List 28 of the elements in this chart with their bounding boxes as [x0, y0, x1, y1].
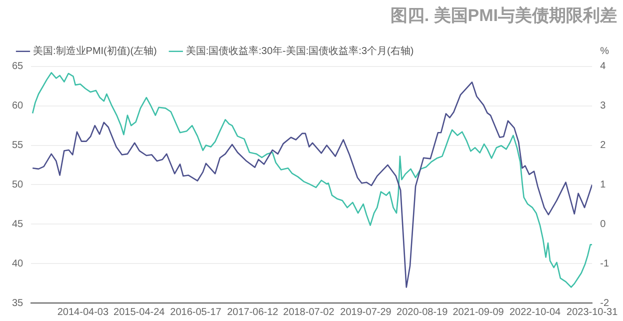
- y2-tick-label: -1: [600, 258, 610, 270]
- y2-tick-label: 2: [600, 140, 606, 152]
- chart-title: 图四. 美国PMI与美债期限利差: [390, 6, 617, 25]
- x-tick-label: 2018-07-02: [283, 306, 335, 318]
- y-tick-label: 40: [12, 258, 24, 270]
- y-tick-label: 50: [12, 179, 24, 190]
- x-tick-label: 2017-06-12: [227, 306, 279, 318]
- x-tick-label: 2014-04-03: [57, 306, 109, 318]
- y2-tick-label: 4: [600, 61, 606, 72]
- x-tick-label: 2023-10-31: [566, 306, 618, 318]
- y2-tick-label: -2: [600, 298, 610, 309]
- y2-tick-label: 1: [600, 179, 606, 190]
- y-tick-label: 35: [12, 298, 24, 309]
- x-tick-label: 2020-08-19: [396, 306, 448, 318]
- y-tick-label: 65: [12, 61, 24, 72]
- legend-label: 美国:制造业PMI(初值)(左轴): [33, 45, 157, 58]
- x-tick-label: 2019-07-29: [340, 306, 392, 318]
- x-tick-label: 2015-04-24: [114, 306, 166, 318]
- y-tick-label: 60: [12, 100, 24, 112]
- y2-tick-label: 3: [600, 100, 606, 112]
- y2-tick-label: 0: [600, 218, 606, 230]
- x-tick-label: 2022-10-04: [509, 306, 562, 318]
- y2-axis-title: %: [600, 46, 610, 58]
- x-tick-label: 2021-09-09: [452, 306, 504, 318]
- legend-label: 美国:国债收益率:30年-美国:国债收益率:3个月(右轴): [186, 45, 414, 58]
- y-tick-label: 45: [12, 218, 24, 230]
- x-tick-label: 2016-05-17: [170, 306, 222, 318]
- y-tick-label: 55: [12, 140, 24, 152]
